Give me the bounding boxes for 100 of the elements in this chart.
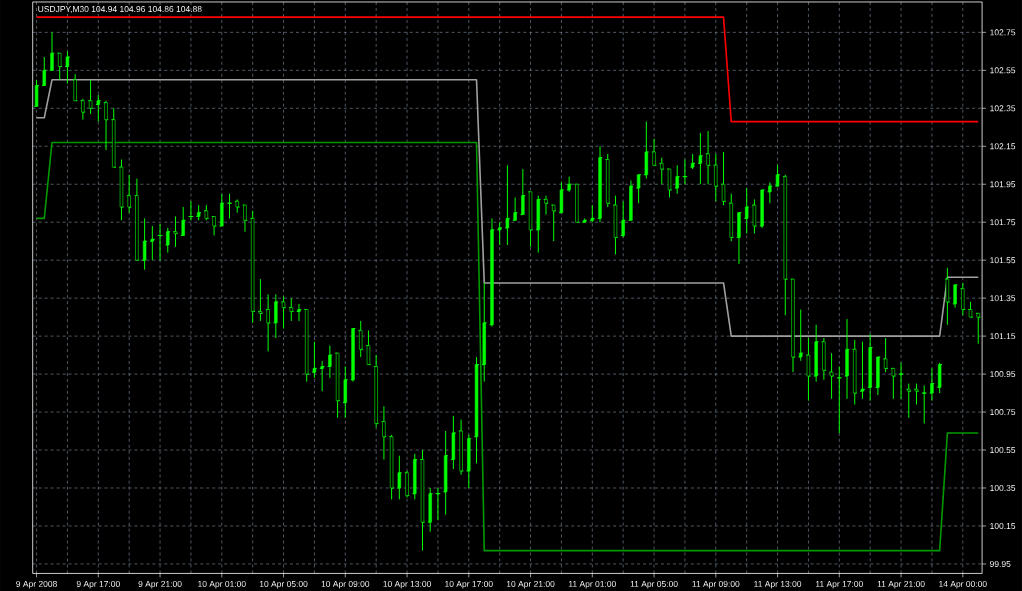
candlestick [135,177,139,261]
candlestick [235,198,239,214]
candlestick [312,341,317,379]
candlestick [305,308,309,382]
candlestick [768,181,772,204]
candlestick [289,297,293,322]
candlestick [737,212,741,265]
candlestick [513,196,517,221]
candlestick [204,204,209,221]
candlestick [945,267,950,326]
candlestick [552,204,556,242]
candlestick [799,308,803,362]
candlestick [343,365,347,419]
y-tick-label: 99.95 [990,560,1011,567]
candlestick [714,153,718,202]
candlestick [220,193,224,227]
candlestick [706,130,710,185]
x-tick-label: 10 Apr 05:00 [259,580,308,589]
candlestick [459,418,463,476]
candlestick [42,56,46,86]
candlestick [119,158,124,221]
y-tick-label: 100.35 [990,484,1016,491]
candlestick [898,362,904,400]
y-tick-label: 100.15 [990,522,1016,529]
candlestick [359,320,363,358]
candlestick [81,98,85,120]
candlestick [752,198,757,234]
candlestick [382,405,386,460]
candlestick [443,430,448,515]
candlestick [690,153,695,170]
candlestick [853,339,857,405]
candlestick [953,284,957,308]
candlestick [181,206,185,236]
x-tick-label: 10 Apr 21:00 [506,580,555,589]
y-tick-label: 102.15 [990,143,1016,150]
candlestick [142,217,147,270]
x-tick-label: 10 Apr 01:00 [198,580,246,589]
candlestick [976,312,980,345]
candlestick [65,50,70,84]
candlestick [328,344,332,379]
candlestick [212,215,216,236]
candlestick [413,453,417,500]
candlestick [196,204,201,221]
candlestick [428,487,432,532]
candlestick [366,329,371,365]
candlestick [729,193,733,242]
candlestick [606,153,610,208]
candlestick [335,352,340,419]
x-tick-label: 11 Apr 01:00 [568,580,616,589]
x-tick-label: 14 Apr 00:00 [939,580,987,589]
candlestick [104,100,108,151]
candlestick [660,156,664,185]
x-tick-label: 11 Apr 13:00 [754,580,802,589]
x-tick-label: 9 Apr 17:00 [76,580,120,589]
candlestick [636,174,641,204]
y-tick-label: 101.95 [990,181,1016,188]
x-tick-label: 11 Apr 05:00 [630,580,678,589]
candlestick [868,333,872,401]
x-tick-label: 11 Apr 09:00 [692,580,740,589]
x-tick-label: 10 Apr 09:00 [321,580,370,589]
candlestick [567,175,571,193]
y-tick-label: 102.35 [990,105,1016,112]
candlestick [644,120,649,179]
y-tick-label: 101.75 [990,219,1016,226]
candlestick [822,337,826,381]
candlestick [243,204,247,233]
x-tick-label: 10 Apr 13:00 [383,580,431,589]
candlestick [58,52,62,81]
y-tick-label: 102.55 [990,67,1016,74]
candlestick [806,337,811,401]
candlestick [34,79,39,107]
candlestick [296,303,302,322]
candlestick [675,164,679,195]
y-tick-label: 100.95 [990,370,1016,377]
candlestick [281,295,286,329]
candlestick [274,293,278,339]
x-tick-label: 10 Apr 17:00 [445,580,493,589]
candlestick [319,360,325,392]
candlestick [961,282,965,316]
candlestick [482,282,486,382]
candlestick [876,356,880,396]
candlestick [829,352,834,400]
candlestick [775,164,780,187]
candlestick [845,318,849,400]
x-tick-label: 9 Apr 21:00 [138,580,182,589]
y-tick-label: 102.75 [990,29,1016,36]
candlestick [814,324,818,382]
candlestick [652,137,656,166]
candlestick [891,367,896,400]
candlestick [112,107,116,168]
candlestick [250,210,255,324]
candlestick [721,151,726,206]
candlestick [745,187,749,234]
candlestick [397,455,402,500]
candlestick [451,415,456,470]
x-tick-label: 11 Apr 21:00 [877,580,925,589]
candlestick [88,79,93,115]
x-tick-label: 11 Apr 17:00 [816,580,863,589]
candlestick [791,278,795,373]
candlestick [73,73,77,102]
